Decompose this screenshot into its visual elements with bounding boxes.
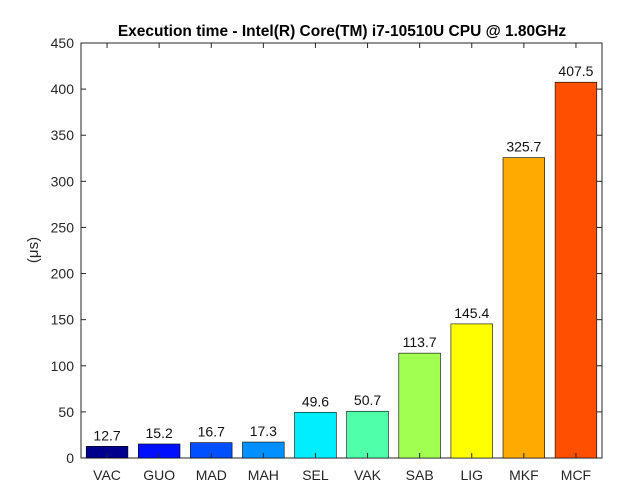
- y-tick-label: 50: [58, 404, 74, 420]
- bar-lig: [450, 323, 493, 459]
- data-label-sel: 49.6: [302, 393, 329, 409]
- bar-sab: [398, 352, 441, 459]
- data-label-vak: 50.7: [354, 392, 381, 408]
- y-axis-label: (μs): [25, 237, 42, 263]
- y-tick-label: 150: [51, 312, 75, 328]
- data-label-lig: 145.4: [454, 305, 489, 321]
- y-tick-label: 450: [51, 35, 75, 51]
- y-tick-label: 0: [66, 450, 74, 466]
- x-tick-label: MKF: [509, 467, 539, 483]
- data-label-mah: 17.3: [250, 423, 277, 439]
- y-tick-label: 400: [51, 81, 75, 97]
- y-tick-label: 300: [51, 173, 75, 189]
- data-label-vac: 12.7: [93, 427, 120, 443]
- x-tick-label: LIG: [460, 467, 483, 483]
- y-tick-label: 350: [51, 127, 75, 143]
- bar-mkf: [502, 157, 545, 459]
- data-label-sab: 113.7: [403, 334, 437, 350]
- data-label-mad: 16.7: [198, 424, 225, 440]
- bar-vak: [346, 410, 389, 459]
- x-tick-label: MAD: [196, 467, 227, 483]
- data-label-guo: 15.2: [146, 425, 173, 441]
- x-tick-label: MAH: [248, 467, 279, 483]
- bar-mcf: [554, 81, 598, 459]
- chart-title: Execution time - Intel(R) Core(TM) i7-10…: [118, 23, 567, 40]
- data-label-mkf: 325.7: [506, 139, 541, 155]
- x-tick-label: SAB: [406, 467, 434, 483]
- x-tick-label: VAK: [354, 467, 382, 483]
- x-tick-label: GUO: [143, 467, 175, 483]
- y-tick-label: 100: [51, 358, 75, 374]
- x-tick-label: SEL: [302, 467, 329, 483]
- x-tick-label: VAC: [93, 467, 121, 483]
- y-tick-label: 200: [51, 266, 75, 282]
- data-label-mcf: 407.5: [558, 63, 593, 79]
- y-tick-label: 250: [51, 219, 75, 235]
- x-tick-label: MCF: [561, 467, 591, 483]
- plot-frame: [80, 42, 603, 459]
- bar-sel: [294, 411, 337, 459]
- plot-area: 0 50 100 150 200 250 300 350 400 450 VAC 12.7 GUO 15.…: [51, 35, 603, 483]
